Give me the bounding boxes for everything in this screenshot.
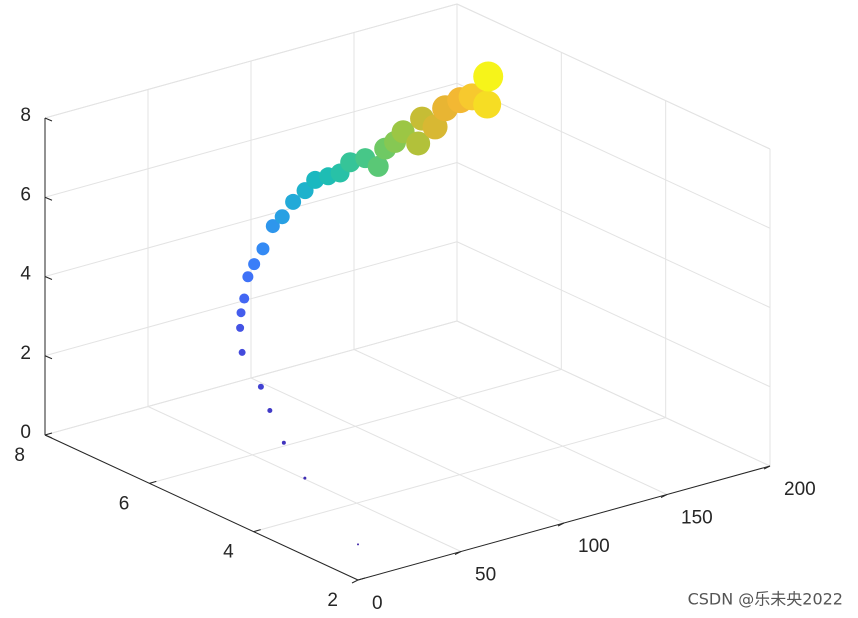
x-tick: [454, 551, 462, 555]
point: [248, 258, 261, 271]
z-tick: [44, 276, 53, 280]
point: [367, 155, 389, 177]
y-tick-label: 2: [327, 590, 338, 611]
grid-line: [253, 417, 666, 533]
z-tick: [44, 355, 53, 360]
y-axis: [44, 434, 359, 581]
grid-line: [250, 377, 565, 524]
point: [274, 209, 290, 225]
point: [267, 408, 273, 414]
grid-line: [353, 349, 668, 495]
grid-line: [456, 3, 771, 150]
grid-line: [456, 162, 771, 308]
point: [242, 271, 254, 283]
grid-line: [44, 3, 458, 119]
y-tick-label: 6: [119, 493, 130, 514]
x-tick-label: 0: [372, 593, 383, 614]
grid-line: [456, 82, 771, 229]
z-tick-label: 4: [20, 264, 31, 285]
point: [236, 323, 245, 332]
point: [265, 219, 280, 234]
grid-line: [456, 320, 771, 467]
z-tick: [44, 117, 53, 122]
x-tick-label: 100: [578, 536, 610, 557]
y-tick-label: 8: [14, 445, 25, 466]
x-tick: [660, 494, 668, 498]
point: [238, 348, 246, 356]
point: [473, 61, 504, 92]
point: [239, 293, 250, 304]
grid-line: [149, 368, 562, 484]
y-tick-label: 4: [223, 542, 234, 563]
y-tick: [44, 432, 53, 436]
x-tick: [557, 522, 565, 527]
z-tick: [44, 196, 53, 201]
grid-line: [456, 241, 771, 388]
point: [340, 152, 361, 173]
z-tick-label: 2: [20, 343, 31, 364]
watermark: CSDN @乐未央2022: [688, 590, 843, 609]
y-tick: [357, 577, 366, 581]
point: [236, 308, 246, 318]
grid-line: [44, 241, 458, 357]
x-tick-label: 150: [681, 508, 713, 529]
y-tick: [149, 480, 157, 484]
point: [473, 90, 502, 119]
z-tick: [44, 434, 53, 439]
z-tick-label: 8: [20, 105, 31, 126]
point: [256, 242, 270, 256]
y-tick: [253, 529, 261, 533]
point: [406, 131, 431, 156]
point: [281, 440, 286, 445]
point: [357, 543, 359, 546]
x-tick-label: 50: [475, 565, 496, 586]
point: [285, 193, 302, 210]
point: [303, 476, 307, 480]
x-tick: [351, 579, 359, 584]
x-tick-label: 200: [784, 479, 816, 500]
grid-line: [44, 162, 458, 277]
z-tick-label: 6: [20, 184, 31, 205]
point: [257, 383, 264, 390]
grid-line: [44, 82, 458, 198]
x-tick: [763, 465, 771, 470]
z-tick-label: 0: [20, 422, 31, 443]
grid-line: [44, 320, 458, 436]
